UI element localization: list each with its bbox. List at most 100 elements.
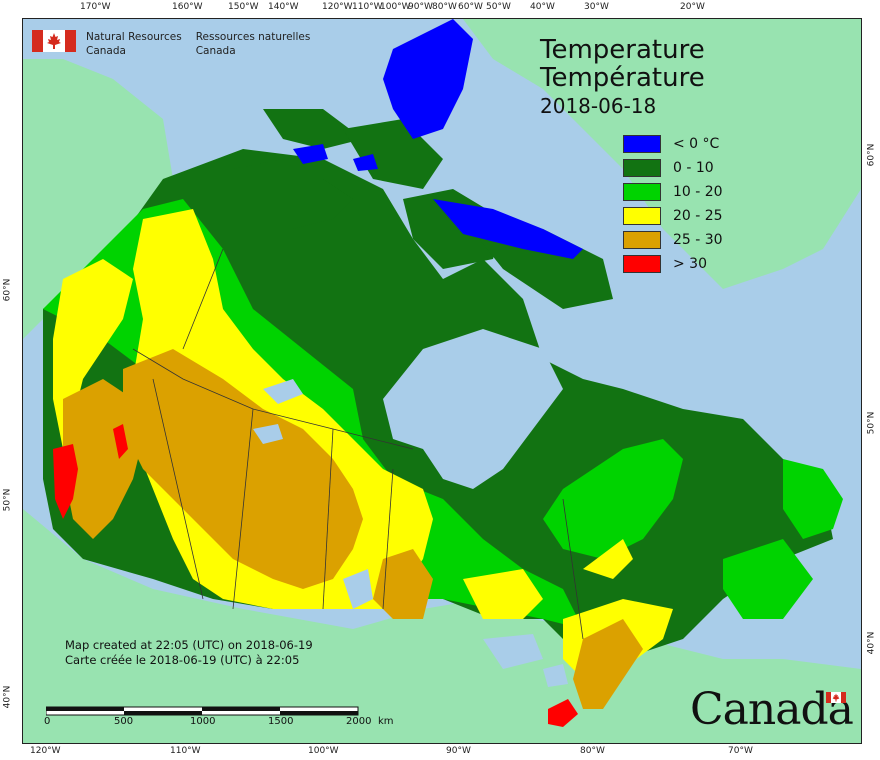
agency-en-line: Natural Resources	[86, 31, 182, 43]
bottom-tick: 110°W	[170, 746, 201, 756]
scale-label: 1000	[190, 716, 216, 727]
quebec-20-25-patch	[583, 539, 633, 579]
title-en: Temperature	[540, 35, 705, 65]
legend: < 0 °C 0 - 10 10 - 20 20 - 25 25 - 30 > 30	[623, 132, 723, 276]
agency-name-fr: Ressources naturelles Canada	[196, 30, 311, 58]
left-tick: 50°N	[2, 488, 13, 512]
boundary-bc-ab	[152, 378, 204, 600]
left-tick: 40°N	[2, 685, 13, 709]
baffin-cold	[433, 199, 583, 259]
credit-fr: Carte créée le 2018-06-19 (UTC) à 22:05	[65, 653, 300, 667]
provincial-boundaries	[132, 248, 584, 640]
legend-label: 10 - 20	[673, 184, 723, 200]
legend-label: 0 - 10	[673, 160, 714, 176]
boundary-sk-mb	[322, 428, 334, 610]
right-tick: 50°N	[866, 411, 877, 435]
great-bear-lake	[263, 379, 303, 404]
top-tick: 80°W	[432, 2, 457, 12]
agency-en-line: Canada	[86, 45, 126, 57]
island-cold-2	[353, 154, 378, 171]
arctic-island-2	[263, 109, 363, 149]
bottom-tick: 80°W	[580, 746, 605, 756]
southern-ontario-hot	[548, 699, 578, 727]
alaska-land	[23, 59, 173, 339]
scale-bar: 0 500 1000 1500 2000 km	[44, 702, 394, 727]
great-slave-lake	[253, 424, 283, 444]
agency-signature: Natural Resources Canada Ressources natu…	[32, 30, 310, 58]
map-date: 2018-06-18	[540, 94, 657, 118]
agency-fr-line: Ressources naturelles	[195, 31, 311, 43]
scale-label: 2000	[346, 716, 372, 727]
legend-swatch	[623, 183, 661, 201]
lake-winnipeg	[343, 569, 373, 609]
top-tick: 50°W	[486, 2, 511, 12]
legend-swatch	[623, 135, 661, 153]
legend-swatch	[623, 159, 661, 177]
scale-bar-graphic	[45, 706, 359, 716]
scale-label: 1500	[268, 716, 294, 727]
usa-land	[23, 509, 861, 743]
left-tick: 60°N	[2, 278, 13, 302]
legend-row: 20 - 25	[623, 204, 723, 228]
legend-row: 10 - 20	[623, 180, 723, 204]
quebec-10-20	[543, 439, 683, 559]
credit-en: Map created at 22:05 (UTC) on 2018-06-19	[65, 638, 313, 652]
top-tick: 90°W	[408, 2, 433, 12]
hudson-bay	[383, 329, 563, 489]
greenland-land	[463, 19, 861, 289]
right-tick: 60°N	[866, 143, 877, 167]
bottom-tick: 100°W	[308, 746, 339, 756]
legend-row: 0 - 10	[623, 156, 723, 180]
map-credit: Map created at 22:05 (UTC) on 2018-06-19…	[65, 638, 313, 668]
bc-coast-hot	[53, 444, 78, 519]
legend-swatch	[623, 207, 661, 225]
canada-flag-icon	[32, 30, 76, 52]
map-title: Temperature Température 2018-06-18	[540, 36, 705, 120]
right-tick: 40°N	[866, 631, 877, 655]
scale-unit: km	[378, 716, 394, 727]
top-tick: 140°W	[268, 2, 299, 12]
ontario-25-30	[573, 619, 643, 709]
wordmark-flag-icon	[826, 692, 846, 703]
scale-label: 500	[114, 716, 134, 727]
top-tick: 60°W	[458, 2, 483, 12]
top-tick: 30°W	[584, 2, 609, 12]
legend-label: < 0 °C	[673, 136, 720, 152]
top-tick: 110°W	[352, 2, 383, 12]
prairies-25-30	[123, 349, 363, 589]
top-tick: 40°W	[530, 2, 555, 12]
island-cold-1	[293, 144, 328, 164]
legend-swatch	[623, 255, 661, 273]
legend-swatch	[623, 231, 661, 249]
bottom-tick: 90°W	[446, 746, 471, 756]
legend-label: 25 - 30	[673, 232, 723, 248]
scale-labels: 0 500 1000 1500 2000 km	[44, 716, 406, 730]
ellesmere-cold	[383, 19, 473, 139]
map-canvas	[22, 18, 862, 744]
bc-interior-hot	[113, 424, 128, 459]
temperature-map	[23, 19, 861, 743]
agency-fr-line: Canada	[195, 45, 236, 57]
legend-row: > 30	[623, 252, 723, 276]
title-fr: Température	[540, 63, 705, 93]
bc-25-30	[63, 379, 143, 539]
legend-row: 25 - 30	[623, 228, 723, 252]
top-tick: 150°W	[228, 2, 259, 12]
legend-label: > 30	[673, 256, 707, 272]
boundary-ab-sk	[232, 408, 254, 610]
lake-superior	[483, 634, 543, 669]
labrador-10-20	[783, 459, 843, 539]
manitoba-25-30	[373, 549, 433, 619]
ontario-20-25	[463, 569, 543, 619]
boundary-yt-nt	[182, 248, 224, 350]
scale-label: 0	[44, 716, 51, 727]
top-tick: 170°W	[80, 2, 111, 12]
top-tick: 120°W	[322, 2, 353, 12]
top-tick: 100°W	[380, 2, 411, 12]
top-tick: 160°W	[172, 2, 203, 12]
legend-row: < 0 °C	[623, 132, 723, 156]
maritimes-10-20	[723, 539, 813, 619]
bottom-tick: 70°W	[728, 746, 753, 756]
top-tick: 20°W	[680, 2, 705, 12]
